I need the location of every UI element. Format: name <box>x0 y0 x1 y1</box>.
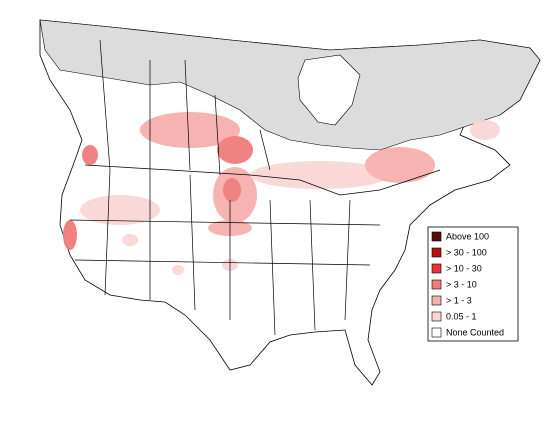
legend-swatch <box>431 311 442 322</box>
borders <box>69 39 441 336</box>
legend-swatch <box>431 295 442 306</box>
legend-swatch <box>431 279 442 290</box>
legend-label: > 30 - 100 <box>446 247 487 257</box>
legend-swatch <box>431 327 442 338</box>
hudson-bay <box>297 54 361 126</box>
legend-swatch <box>431 263 442 274</box>
legend: Above 100 > 30 - 100 > 10 - 30 > 3 - 10 > 1 … <box>431 231 504 338</box>
legend-label: > 1 - 3 <box>446 295 472 305</box>
abundance-areas <box>63 112 500 275</box>
legend-label: None Counted <box>446 327 504 337</box>
legend-label: 0.05 - 1 <box>446 311 477 321</box>
northern-region <box>39 19 541 151</box>
legend-swatch <box>431 231 442 242</box>
legend-box <box>427 226 519 342</box>
legend-label: > 10 - 30 <box>446 263 482 273</box>
legend-label: > 3 - 10 <box>446 279 477 289</box>
legend-swatch <box>431 247 442 258</box>
legend-label: Above 100 <box>446 231 489 241</box>
